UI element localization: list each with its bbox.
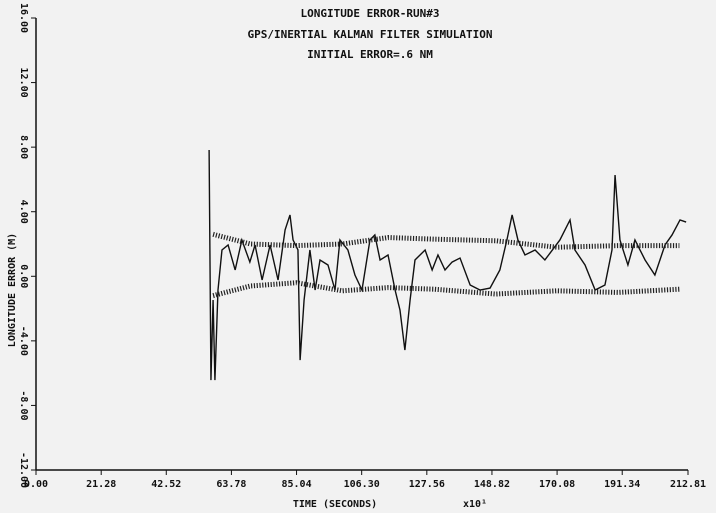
- x-tick-label: 0.00: [24, 479, 48, 490]
- x-tick-label: 85.04: [281, 479, 311, 490]
- y-tick-label: 16.00: [18, 3, 29, 33]
- y-tick-label: -12.00: [18, 452, 29, 488]
- y-tick-label: -4.00: [18, 326, 29, 356]
- x-tick-label: 127.56: [409, 479, 445, 490]
- x-axis-label: TIME (SECONDS): [293, 499, 377, 510]
- bound-line: [212, 231, 680, 250]
- chart-title: LONGITUDE ERROR-RUN#3: [300, 7, 439, 20]
- x-tick-label: 170.08: [539, 479, 575, 490]
- error-line: [208, 150, 687, 381]
- y-tick-label: 8.00: [18, 135, 29, 159]
- y-tick-label: 12.00: [18, 68, 29, 98]
- x-tick-label: 191.34: [604, 479, 640, 490]
- bound-line: [212, 280, 680, 299]
- y-tick-label: 4.00: [18, 200, 29, 224]
- chart-subtitle: GPS/INERTIAL KALMAN FILTER SIMULATION: [247, 28, 492, 41]
- x-tick-label: 63.78: [216, 479, 246, 490]
- y-tick-label: 0.00: [18, 264, 29, 288]
- x-tick-label: 42.52: [151, 479, 181, 490]
- annotation: INITIAL ERROR=.6 NM: [307, 48, 433, 61]
- x-tick-label: 212.81: [670, 479, 706, 490]
- y-axis-label: LONGITUDE ERROR (M): [7, 233, 18, 347]
- x-tick-label: 21.28: [86, 479, 116, 490]
- x-tick-label: 148.82: [474, 479, 510, 490]
- y-tick-label: -8.00: [18, 390, 29, 420]
- x-tick-label: 106.30: [344, 479, 380, 490]
- x-multiplier: x10¹: [463, 499, 487, 510]
